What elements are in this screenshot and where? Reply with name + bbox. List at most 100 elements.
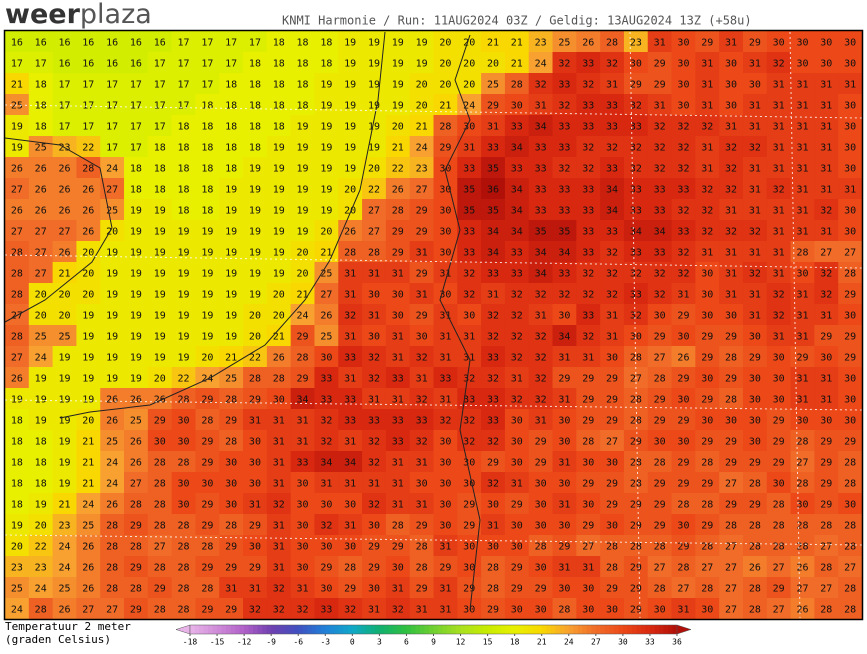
temperature-cell: [5, 73, 30, 95]
temperature-cell: [814, 73, 839, 95]
temperature-cell: [790, 577, 815, 599]
temperature-label: 27: [82, 605, 94, 616]
temperature-cell: [171, 178, 197, 200]
temperature-cell: [243, 157, 268, 179]
temperature-label: 29: [630, 80, 642, 91]
temperature-label: 29: [154, 584, 166, 595]
temperature-cell: [266, 409, 292, 431]
temperature-cell: [385, 409, 411, 431]
temperature-cell: [790, 73, 815, 95]
temperature-cell: [814, 157, 839, 179]
temperature-cell: [600, 493, 625, 515]
temperature-cell: [28, 178, 54, 200]
temperature-label: 33: [606, 122, 618, 133]
colorbar-segment: [284, 625, 290, 634]
temperature-cell: [766, 52, 792, 74]
temperature-cell: [171, 556, 197, 578]
temperature-label: 28: [106, 521, 118, 532]
temperature-cell: [5, 577, 30, 599]
temperature-label: 19: [106, 290, 118, 301]
temperature-cell: [195, 325, 220, 347]
temperature-label: 30: [511, 437, 523, 448]
temperature-label: 33: [630, 290, 642, 301]
temperature-label: 30: [535, 479, 547, 490]
temperature-label: 30: [297, 521, 309, 532]
temperature-label: 24: [35, 584, 47, 595]
colorbar-segment: [253, 625, 259, 634]
temperature-label: 30: [844, 59, 856, 70]
temperature-cell: [719, 325, 744, 347]
temperature-cell: [719, 598, 744, 620]
temperature-label: 31: [368, 269, 380, 280]
temperature-label: 29: [582, 374, 594, 385]
temperature-cell: [647, 514, 673, 536]
temperature-cell: [552, 388, 577, 410]
temperature-label: 28: [154, 521, 166, 532]
temperature-cell: [481, 31, 506, 53]
temperature-cell: [504, 535, 530, 557]
temperature-cell: [647, 304, 673, 326]
temperature-label: 26: [58, 185, 70, 196]
temperature-cell: [719, 430, 744, 452]
temperature-label: 32: [630, 101, 642, 112]
temperature-cell: [243, 577, 268, 599]
temperature-cell: [100, 73, 125, 95]
colorbar-segment: [428, 625, 434, 634]
temperature-label: 31: [749, 122, 761, 133]
temperature-cell: [766, 325, 792, 347]
temperature-label: 19: [154, 227, 166, 238]
temperature-label: 17: [130, 80, 142, 91]
temperature-cell: [576, 241, 601, 263]
temperature-cell: [838, 157, 863, 179]
temperature-label: 29: [701, 479, 713, 490]
temperature-cell: [290, 31, 316, 53]
temperature-cell: [314, 367, 339, 389]
temperature-cell: [814, 31, 839, 53]
temperature-cell: [766, 136, 792, 158]
colorbar-segment: [230, 625, 236, 634]
temperature-cell: [171, 346, 197, 368]
temperature-cell: [695, 220, 720, 242]
temperature-label: 28: [106, 542, 118, 553]
colorbar-segment: [293, 625, 299, 634]
temperature-label: 34: [487, 248, 499, 259]
temperature-cell: [76, 451, 101, 473]
temperature-cell: [790, 367, 815, 389]
temperature-label: 30: [416, 332, 428, 343]
temperature-label: 31: [844, 80, 856, 91]
temperature-label: 30: [249, 437, 261, 448]
temperature-label: 32: [701, 206, 713, 217]
temperature-label: 19: [416, 38, 428, 49]
colorbar-segment: [501, 625, 507, 634]
temperature-cell: [576, 514, 601, 536]
colorbar-segment: [555, 625, 561, 634]
temperature-label: 35: [487, 164, 499, 175]
temperature-cell: [457, 157, 482, 179]
temperature-cell: [52, 73, 78, 95]
temperature-label: 32: [773, 59, 785, 70]
temperature-label: 33: [582, 185, 594, 196]
temperature-cell: [600, 73, 625, 95]
temperature-label: 28: [796, 437, 808, 448]
temperature-label: 31: [249, 500, 261, 511]
temperature-label: 30: [844, 38, 856, 49]
temperature-cell: [552, 472, 577, 494]
temperature-label: 33: [368, 416, 380, 427]
temperature-label: 31: [439, 605, 451, 616]
temperature-cell: [266, 598, 292, 620]
temperature-label: 28: [178, 521, 190, 532]
temperature-label: 29: [582, 479, 594, 490]
temperature-cell: [266, 241, 292, 263]
temperature-label: 21: [439, 101, 451, 112]
temperature-label: 31: [701, 59, 713, 70]
temperature-cell: [171, 325, 197, 347]
temperature-label: 29: [201, 605, 213, 616]
temperature-label: 18: [225, 101, 237, 112]
temperature-cell: [243, 346, 268, 368]
colorbar-tick-label: 6: [404, 638, 409, 647]
temperature-cell: [338, 115, 363, 137]
temperature-label: 29: [773, 584, 785, 595]
temperature-label: 31: [416, 290, 428, 301]
temperature-label: 28: [178, 458, 190, 469]
temperature-label: 17: [178, 59, 190, 70]
